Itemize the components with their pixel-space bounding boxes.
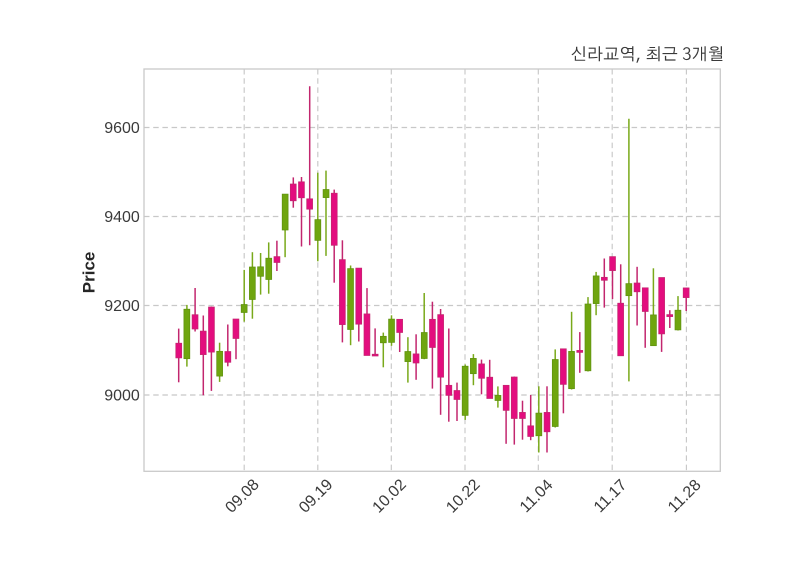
svg-text:9000: 9000 — [104, 388, 140, 405]
svg-text:9400: 9400 — [104, 209, 140, 226]
svg-text:9200: 9200 — [104, 298, 140, 315]
svg-text:Price: Price — [80, 252, 99, 294]
svg-text:9600: 9600 — [104, 120, 140, 137]
